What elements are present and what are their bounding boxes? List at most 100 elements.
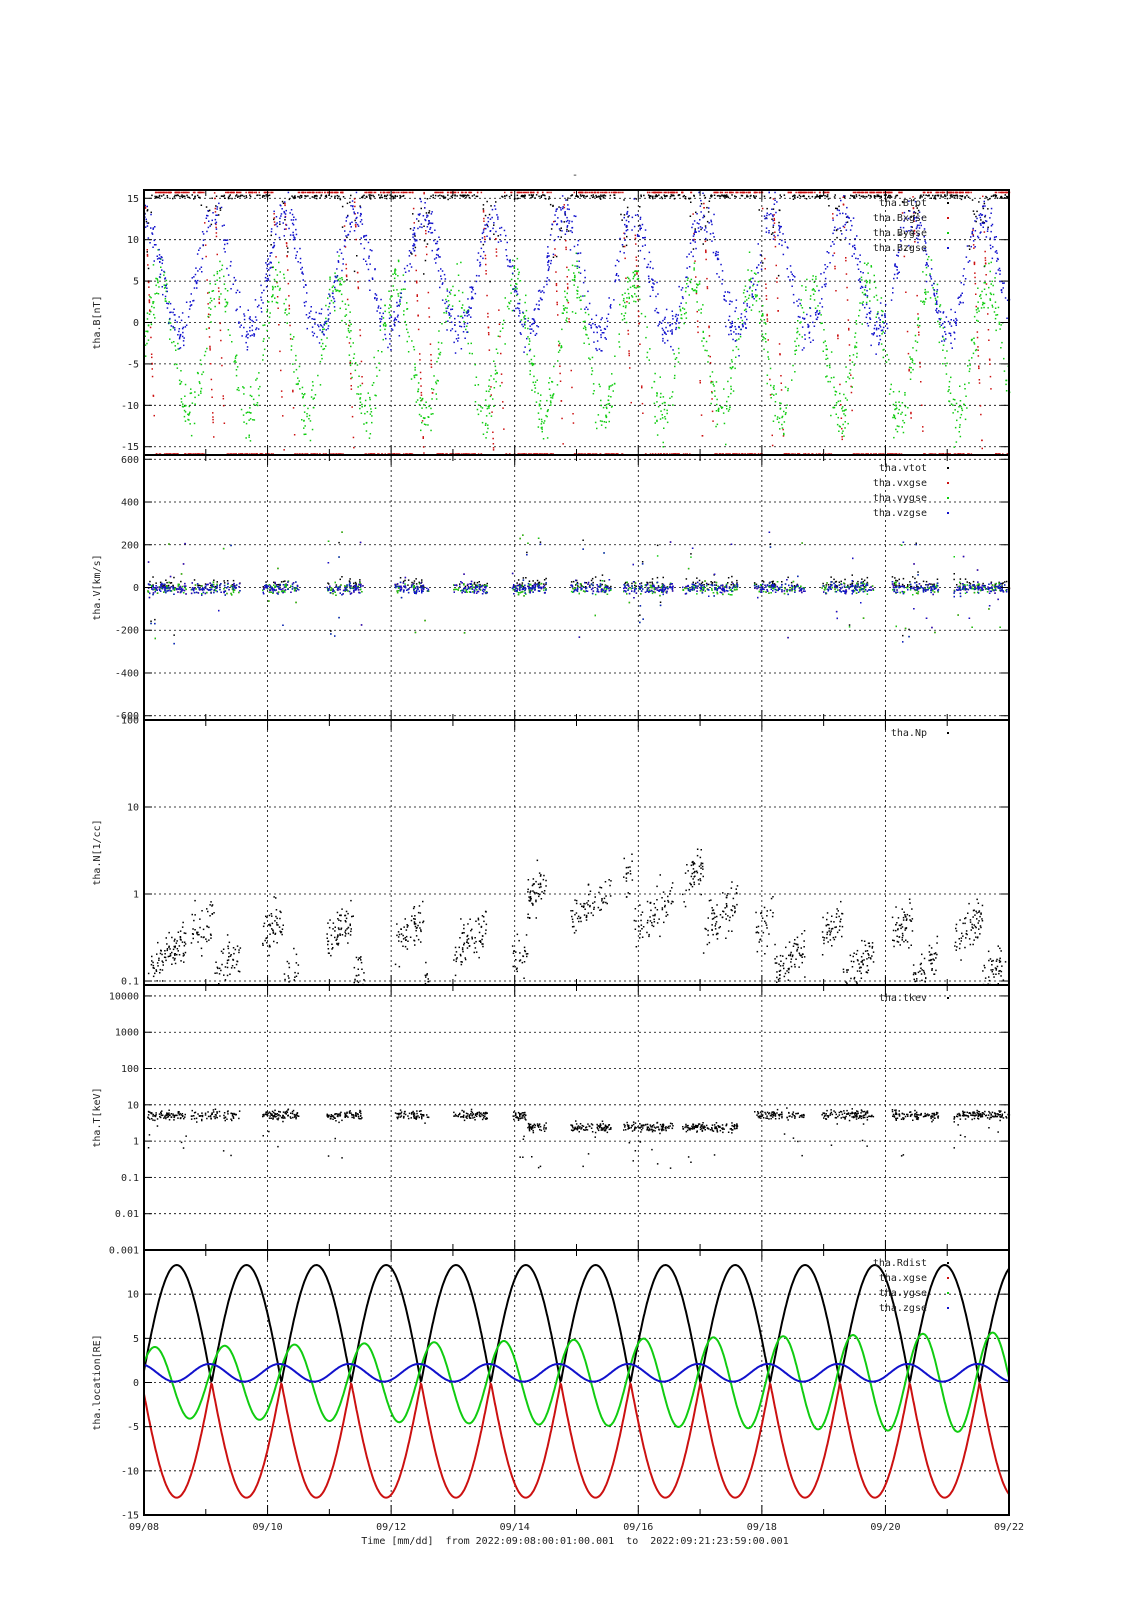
series-tha-Bzgse-point xyxy=(254,316,257,318)
series-tha-Bygse-point xyxy=(828,364,831,367)
series-tha-Btot-point xyxy=(437,195,439,197)
series-tha-Bzgse-point xyxy=(816,316,819,319)
series-tha-Bzgse-point xyxy=(935,309,937,312)
series-tha-Bygse-point xyxy=(295,383,298,385)
series-tha-Bygse-point xyxy=(504,343,506,345)
series-tha-Bzgse-point xyxy=(334,275,337,278)
series-tha-Bygse-point xyxy=(154,293,156,295)
series-tha-Bxgse-point xyxy=(814,191,816,194)
series-tha-Bxgse-point xyxy=(521,191,523,194)
series-tha-Bxgse-point xyxy=(890,191,893,194)
series-tha-Bygse-point xyxy=(276,274,279,276)
series-tha-Bxgse-point xyxy=(557,314,559,316)
series-tha-Bzgse-point xyxy=(158,254,161,256)
series-tha-Bygse-point xyxy=(488,379,491,381)
series-tha-Bzgse-point xyxy=(463,311,465,314)
series-tha-Bygse-point xyxy=(791,379,793,381)
series-tha-Btot-point xyxy=(504,195,506,197)
series-tha-Bygse-point xyxy=(576,289,578,292)
series-tha-Bygse-point xyxy=(545,414,547,417)
series-tha-Bygse-point xyxy=(656,393,658,395)
series-tha-Bygse-point xyxy=(1005,390,1008,392)
series-tha-Bygse-point xyxy=(492,398,494,400)
series-tha-Bxgse-point xyxy=(978,382,981,384)
series-tha-Bxgse-point xyxy=(460,191,463,194)
series-tha-Btot-point xyxy=(880,195,882,198)
series-tha-Bygse-point xyxy=(557,351,560,353)
series-tha-Btot-point xyxy=(235,194,238,196)
series-tha-Bygse-point xyxy=(163,274,165,276)
series-tha-Bygse-point xyxy=(531,363,533,365)
series-tha-Bzgse-point xyxy=(596,340,599,342)
series-tha-Bygse-point xyxy=(493,378,495,380)
series-tha-Btot-point xyxy=(725,195,727,197)
series-tha-Bygse-point xyxy=(895,401,897,404)
series-tha-Bzgse-point xyxy=(926,263,928,265)
series-tha-Bzgse-point xyxy=(416,218,418,220)
series-tha-Bzgse-point xyxy=(944,331,946,333)
series-tha-Bzgse-point xyxy=(441,283,444,285)
series-tha-Bygse-point xyxy=(758,310,761,313)
series-tha-Bygse-point xyxy=(662,446,664,448)
series-tha-Bygse-point xyxy=(867,262,869,264)
series-tha-Bzgse-point xyxy=(164,295,167,298)
series-tha-Bzgse-point xyxy=(153,260,155,262)
series-tha-Bzgse-point xyxy=(283,235,285,237)
series-tha-Bygse-point xyxy=(255,379,257,381)
series-tha-Bxgse-point xyxy=(527,191,529,194)
series-tha-Bygse-point xyxy=(336,289,338,291)
series-tha-Bzgse-point xyxy=(993,238,996,241)
series-tha-Bxgse-point xyxy=(696,310,698,313)
series-tha-Btot-point xyxy=(577,196,579,198)
series-tha-Bxgse-point xyxy=(985,274,987,276)
series-tha-Bxgse-point xyxy=(776,281,778,283)
series-tha-Bygse-point xyxy=(594,421,597,424)
series-tha-Bxgse-point xyxy=(217,287,220,289)
series-tha-Bygse-point xyxy=(418,403,421,406)
series-tha-Bygse-point xyxy=(369,398,371,401)
series-tha-Btot-point xyxy=(286,247,289,249)
series-tha-Bygse-point xyxy=(197,372,199,375)
series-tha-Bxgse-point xyxy=(144,206,147,208)
series-tha-Bzgse-point xyxy=(943,326,946,328)
series-tha-Bxgse-point xyxy=(417,315,419,317)
series-tha-Bxgse-point xyxy=(973,261,976,264)
series-tha-Bygse-point xyxy=(922,271,924,273)
series-tha-Btot-point xyxy=(188,196,191,199)
series-tha-Bygse-point xyxy=(769,367,772,370)
series-tha-Bzgse-point xyxy=(216,206,219,208)
series-tha-Bygse-point xyxy=(164,298,167,300)
series-tha-Bygse-point xyxy=(180,398,183,400)
series-tha-Bygse-point xyxy=(953,446,955,448)
series-tha-Bygse-point xyxy=(904,405,907,408)
series-tha-Bzgse-point xyxy=(400,292,402,294)
series-tha-Bxgse-point xyxy=(354,224,357,226)
series-tha-Bygse-point xyxy=(226,290,229,292)
series-tha-Bygse-point xyxy=(588,343,590,345)
series-tha-Bxgse-point xyxy=(635,265,638,267)
series-tha-Bygse-point xyxy=(775,393,777,395)
series-tha-Bygse-point xyxy=(856,352,858,355)
series-tha-Bygse-point xyxy=(818,310,821,312)
series-tha-Btot-point xyxy=(960,198,963,201)
series-tha-Bzgse-point xyxy=(579,252,582,254)
series-tha-Bxgse-point xyxy=(484,238,486,241)
series-tha-Btot-point xyxy=(550,228,553,230)
series-tha-Bygse-point xyxy=(837,416,839,419)
series-tha-Bygse-point xyxy=(190,434,193,437)
series-tha-Btot-point xyxy=(811,195,814,198)
series-tha-Bxgse-point xyxy=(400,191,403,194)
series-tha-Bzgse-point xyxy=(746,318,748,321)
series-tha-Bygse-point xyxy=(772,420,775,422)
series-tha-Bygse-point xyxy=(610,396,612,398)
series-tha-Bygse-point xyxy=(502,327,504,329)
series-tha-Bzgse-point xyxy=(195,281,197,283)
series-tha-Bzgse-point xyxy=(421,226,423,229)
series-tha-Bzgse-point xyxy=(251,329,254,332)
series-tha-Bzgse-point xyxy=(600,318,602,321)
series-tha-Bygse-point xyxy=(729,406,731,408)
series-tha-Btot-point xyxy=(249,194,251,196)
series-tha-Btot-point xyxy=(862,195,864,197)
series-tha-Bxgse-point xyxy=(917,313,919,315)
series-tha-Bzgse-point xyxy=(474,292,477,295)
